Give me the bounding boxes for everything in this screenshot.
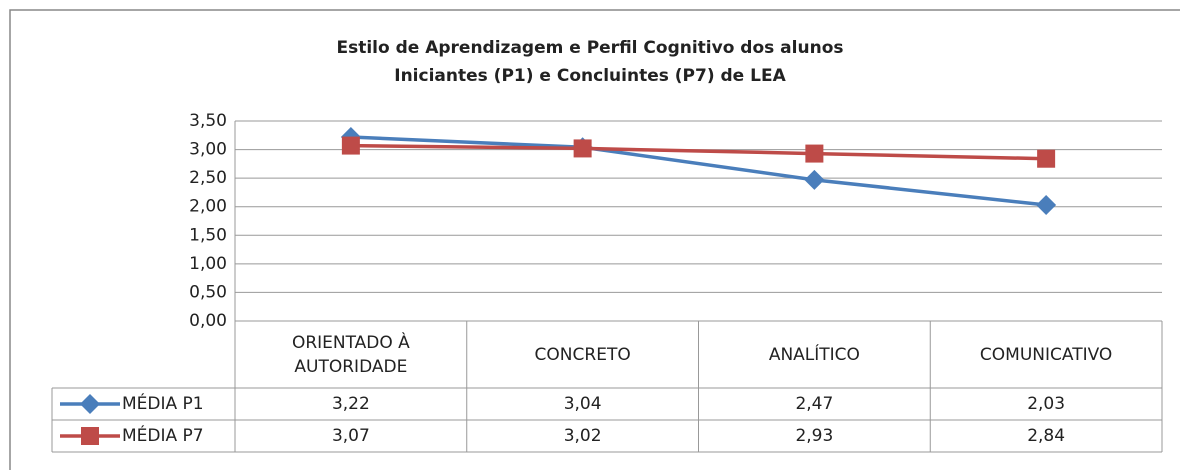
legend-label: MÉDIA P1 (122, 392, 204, 414)
y-tick-label: 0,50 (189, 282, 227, 302)
data-label: 3,07 (332, 426, 370, 446)
data-point (341, 136, 360, 155)
y-tick-label: 1,00 (189, 254, 227, 274)
data-label: 3,22 (332, 394, 370, 414)
data-label: 2,84 (1027, 426, 1065, 446)
data-label: 2,03 (1027, 394, 1065, 414)
data-point (805, 144, 824, 163)
legend-label: MÉDIA P7 (122, 424, 204, 446)
series-line (350, 135, 1047, 207)
chart-subtitle: Iniciantes (P1) e Concluintes (P7) de LE… (394, 66, 786, 86)
data-point (804, 169, 825, 190)
data-point (1037, 149, 1056, 168)
data-point (1036, 195, 1057, 215)
data-label: 3,02 (564, 426, 602, 446)
y-tick-label: 3,50 (189, 111, 227, 131)
chart-title: Estilo de Aprendizagem e Perfil Cognitiv… (336, 38, 843, 58)
x-tick-label: CONCRETO (534, 344, 631, 365)
y-tick-label: 0,00 (189, 311, 227, 331)
series-line (350, 143, 1047, 161)
data-point (573, 139, 592, 158)
y-tick-label: 1,50 (189, 225, 227, 245)
y-tick-label: 2,50 (189, 168, 227, 188)
chart-border (9, 9, 1180, 470)
y-tick-label: 3,00 (189, 140, 227, 160)
x-tick-label: COMUNICATIVO (979, 344, 1113, 365)
legend-marker (81, 427, 99, 445)
x-tick-label: ANALÍTICO (768, 344, 860, 365)
x-tick-label: ORIENTADO À AUTORIDADE (291, 332, 410, 377)
data-label: 2,93 (795, 426, 833, 446)
legend-marker (80, 394, 100, 414)
data-label: 3,04 (564, 394, 602, 414)
data-label: 2,47 (795, 394, 833, 414)
y-tick-label: 2,00 (189, 197, 227, 217)
